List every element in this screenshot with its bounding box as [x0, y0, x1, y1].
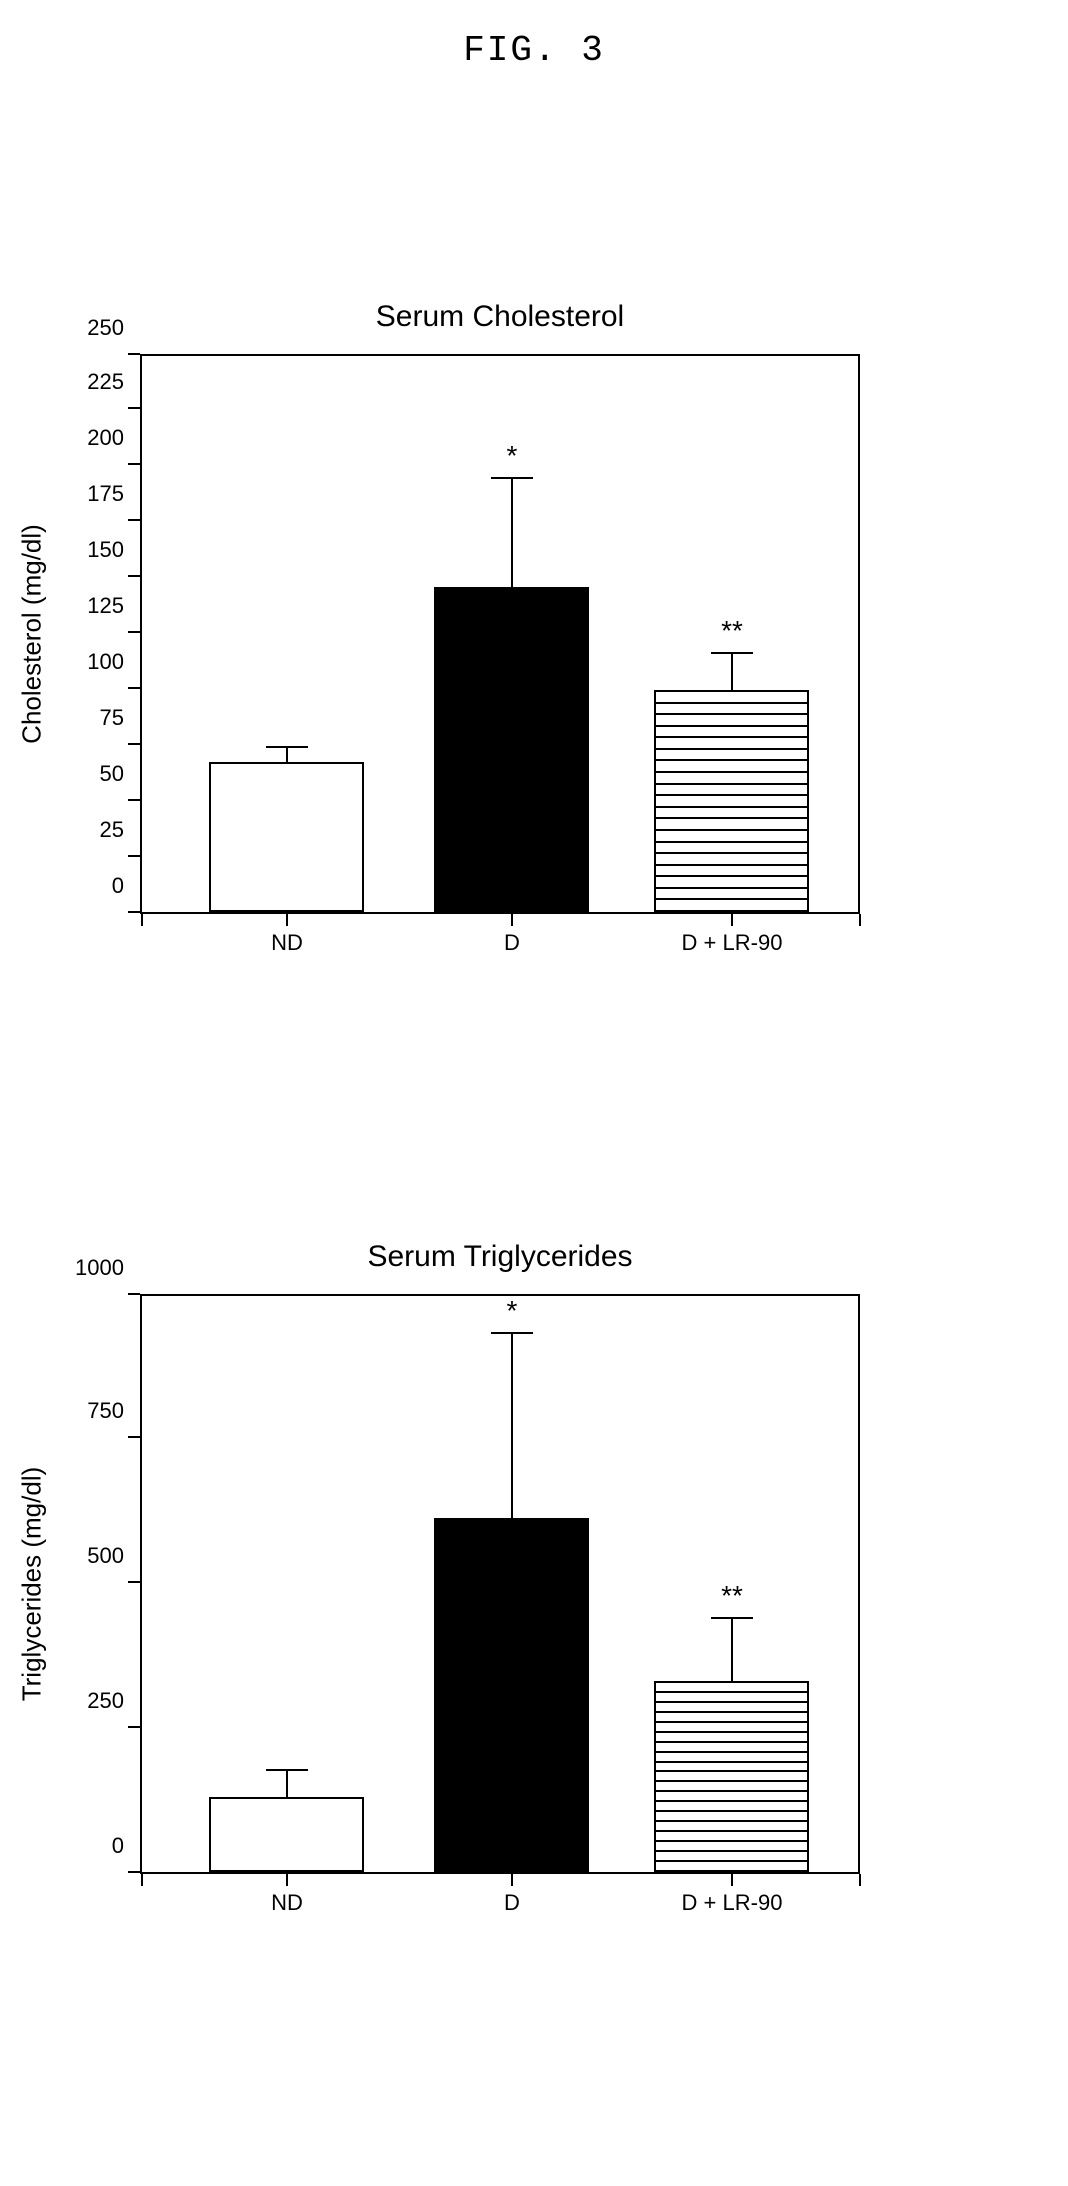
cholesterol-ylabel: Cholesterol (mg/dl) [17, 524, 48, 744]
triglycerides-ylabel: Triglycerides (mg/dl) [17, 1467, 48, 1702]
ytick-label: 0 [112, 1833, 124, 1859]
bar-d-lr90 [654, 1681, 809, 1872]
xtick-label: D + LR-90 [682, 930, 783, 956]
ytick-label: 150 [87, 537, 124, 563]
ytick-label: 250 [87, 1688, 124, 1714]
page: FIG. 3 Serum Cholesterol Cholesterol (mg… [0, 0, 1068, 2186]
error-cap [711, 1617, 753, 1619]
error-cap [491, 1332, 533, 1334]
error-bar [731, 652, 733, 690]
cholesterol-title: Serum Cholesterol [140, 300, 860, 334]
xtick-label: ND [271, 1890, 303, 1916]
cholesterol-chart-block: Serum Cholesterol Cholesterol (mg/dl) 0 … [140, 300, 860, 914]
significance-marker: * [507, 1295, 518, 1327]
xtick-label: D + LR-90 [682, 1890, 783, 1916]
ytick-label: 750 [87, 1398, 124, 1424]
bar-d [434, 1518, 589, 1872]
ytick-label: 50 [100, 761, 124, 787]
triglycerides-title: Serum Triglycerides [140, 1240, 860, 1274]
cholesterol-plot: Cholesterol (mg/dl) 0 25 50 75 100 125 1… [140, 354, 860, 914]
bar-nd [209, 762, 364, 912]
xtick-label: D [504, 1890, 520, 1916]
ytick-label: 75 [100, 705, 124, 731]
error-bar [511, 1332, 513, 1518]
bar-d [434, 587, 589, 912]
significance-marker: * [507, 440, 518, 472]
ytick-label: 25 [100, 817, 124, 843]
ytick-label: 0 [112, 873, 124, 899]
bar-d-lr90 [654, 690, 809, 912]
ytick-label: 1000 [75, 1255, 124, 1281]
hatch-pattern [656, 1683, 807, 1870]
triglycerides-chart-block: Serum Triglycerides Triglycerides (mg/dl… [140, 1240, 860, 1874]
error-bar [731, 1617, 733, 1681]
ytick-label: 100 [87, 649, 124, 675]
significance-marker: ** [721, 615, 743, 647]
figure-label: FIG. 3 [0, 30, 1068, 71]
error-cap [266, 1769, 308, 1771]
ytick-label: 250 [87, 315, 124, 341]
ytick-label: 175 [87, 481, 124, 507]
bar-nd [209, 1797, 364, 1872]
error-bar [286, 746, 288, 762]
significance-marker: ** [721, 1580, 743, 1612]
error-bar [511, 477, 513, 587]
error-cap [711, 652, 753, 654]
ytick-label: 225 [87, 369, 124, 395]
triglycerides-plot: Triglycerides (mg/dl) 0 250 500 750 1000… [140, 1294, 860, 1874]
xtick-label: ND [271, 930, 303, 956]
xtick-label: D [504, 930, 520, 956]
error-cap [491, 477, 533, 479]
error-bar [286, 1769, 288, 1797]
error-cap [266, 746, 308, 748]
hatch-pattern [656, 692, 807, 910]
ytick-label: 200 [87, 425, 124, 451]
ytick-label: 125 [87, 593, 124, 619]
ytick-label: 500 [87, 1543, 124, 1569]
